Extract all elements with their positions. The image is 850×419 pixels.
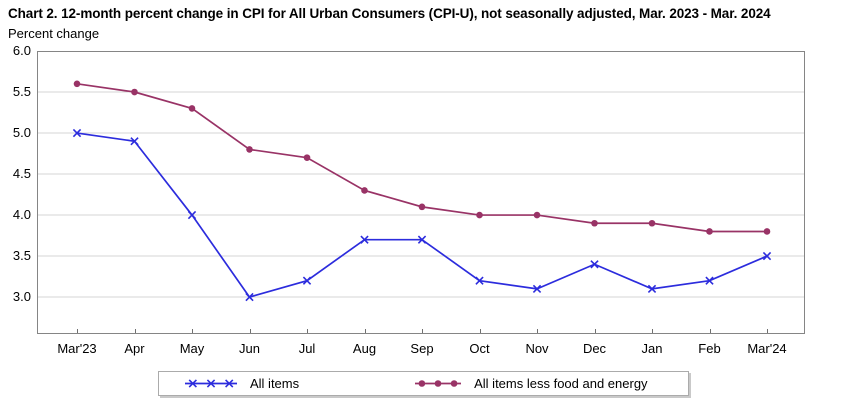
data-point-marker (475, 276, 484, 285)
data-point-marker (762, 251, 772, 261)
x-tick-label: Apr (124, 341, 145, 356)
x-tick-label: Mar'23 (57, 341, 97, 356)
legend-label-all-items: All items (250, 376, 300, 391)
data-point-marker (647, 284, 657, 294)
core-cpi-line-marker-icon (415, 377, 462, 390)
data-point-marker (434, 380, 442, 387)
data-point-marker (418, 203, 426, 211)
x-tick-label: Jul (298, 341, 316, 356)
plot-area (37, 51, 805, 334)
data-point-marker (245, 292, 254, 302)
data-point-marker (302, 276, 312, 285)
x-tick-label: Feb (698, 341, 721, 356)
y-tick-label: 4.5 (12, 166, 31, 182)
data-point-marker (303, 154, 311, 161)
data-point-marker (130, 137, 139, 146)
y-tick-label: 3.5 (12, 248, 31, 264)
x-tick-label: Oct (469, 341, 490, 356)
data-point-marker (73, 80, 81, 88)
data-point-marker (533, 211, 541, 219)
y-tick-label: 3.0 (12, 289, 31, 305)
y-axis-units-label: Percent change (8, 26, 100, 41)
x-tick-label: Aug (352, 341, 377, 356)
x-tick-label: Mar'24 (747, 341, 787, 356)
data-point-marker (591, 219, 598, 227)
data-point-marker (648, 219, 656, 227)
x-tick-label: Nov (525, 341, 549, 356)
y-tick-label: 6.0 (12, 43, 31, 58)
data-point-marker (476, 211, 483, 219)
data-point-marker (188, 379, 197, 388)
x-tick-label: Dec (582, 341, 607, 356)
legend-label-core: All items less food and energy (474, 376, 648, 391)
data-point-marker (418, 380, 426, 387)
all-items-line-marker-icon (185, 377, 237, 390)
legend-sample-svg (415, 380, 462, 387)
x-tick-label: May (179, 341, 205, 356)
y-tick-label: 5.0 (12, 125, 31, 141)
data-point-marker (72, 128, 82, 138)
data-point-marker (131, 88, 138, 96)
y-tick-label: 5.5 (12, 84, 31, 99)
data-point-marker (187, 210, 197, 220)
x-tick-label: Jun (239, 341, 260, 356)
data-point-marker (417, 235, 427, 244)
data-point-marker (705, 276, 714, 285)
data-point-marker (590, 260, 599, 269)
data-point-marker (450, 380, 458, 387)
data-point-marker (188, 105, 196, 112)
data-point-marker (206, 379, 216, 388)
data-point-marker (763, 228, 771, 235)
data-point-marker (360, 235, 369, 244)
data-point-marker (532, 284, 542, 294)
x-tick-label: Sep (410, 341, 434, 356)
legend: All items All items less food and energy (158, 371, 689, 396)
data-point-marker (361, 187, 368, 194)
data-point-marker (246, 146, 253, 153)
x-tick-label: Jan (641, 341, 663, 356)
data-point-marker (706, 228, 713, 235)
data-point-marker (225, 379, 234, 388)
plot-border (37, 51, 805, 334)
y-tick-label: 4.0 (12, 207, 31, 223)
chart-title: Chart 2. 12-month percent change in CPI … (8, 6, 771, 21)
legend-sample-svg (185, 379, 237, 388)
